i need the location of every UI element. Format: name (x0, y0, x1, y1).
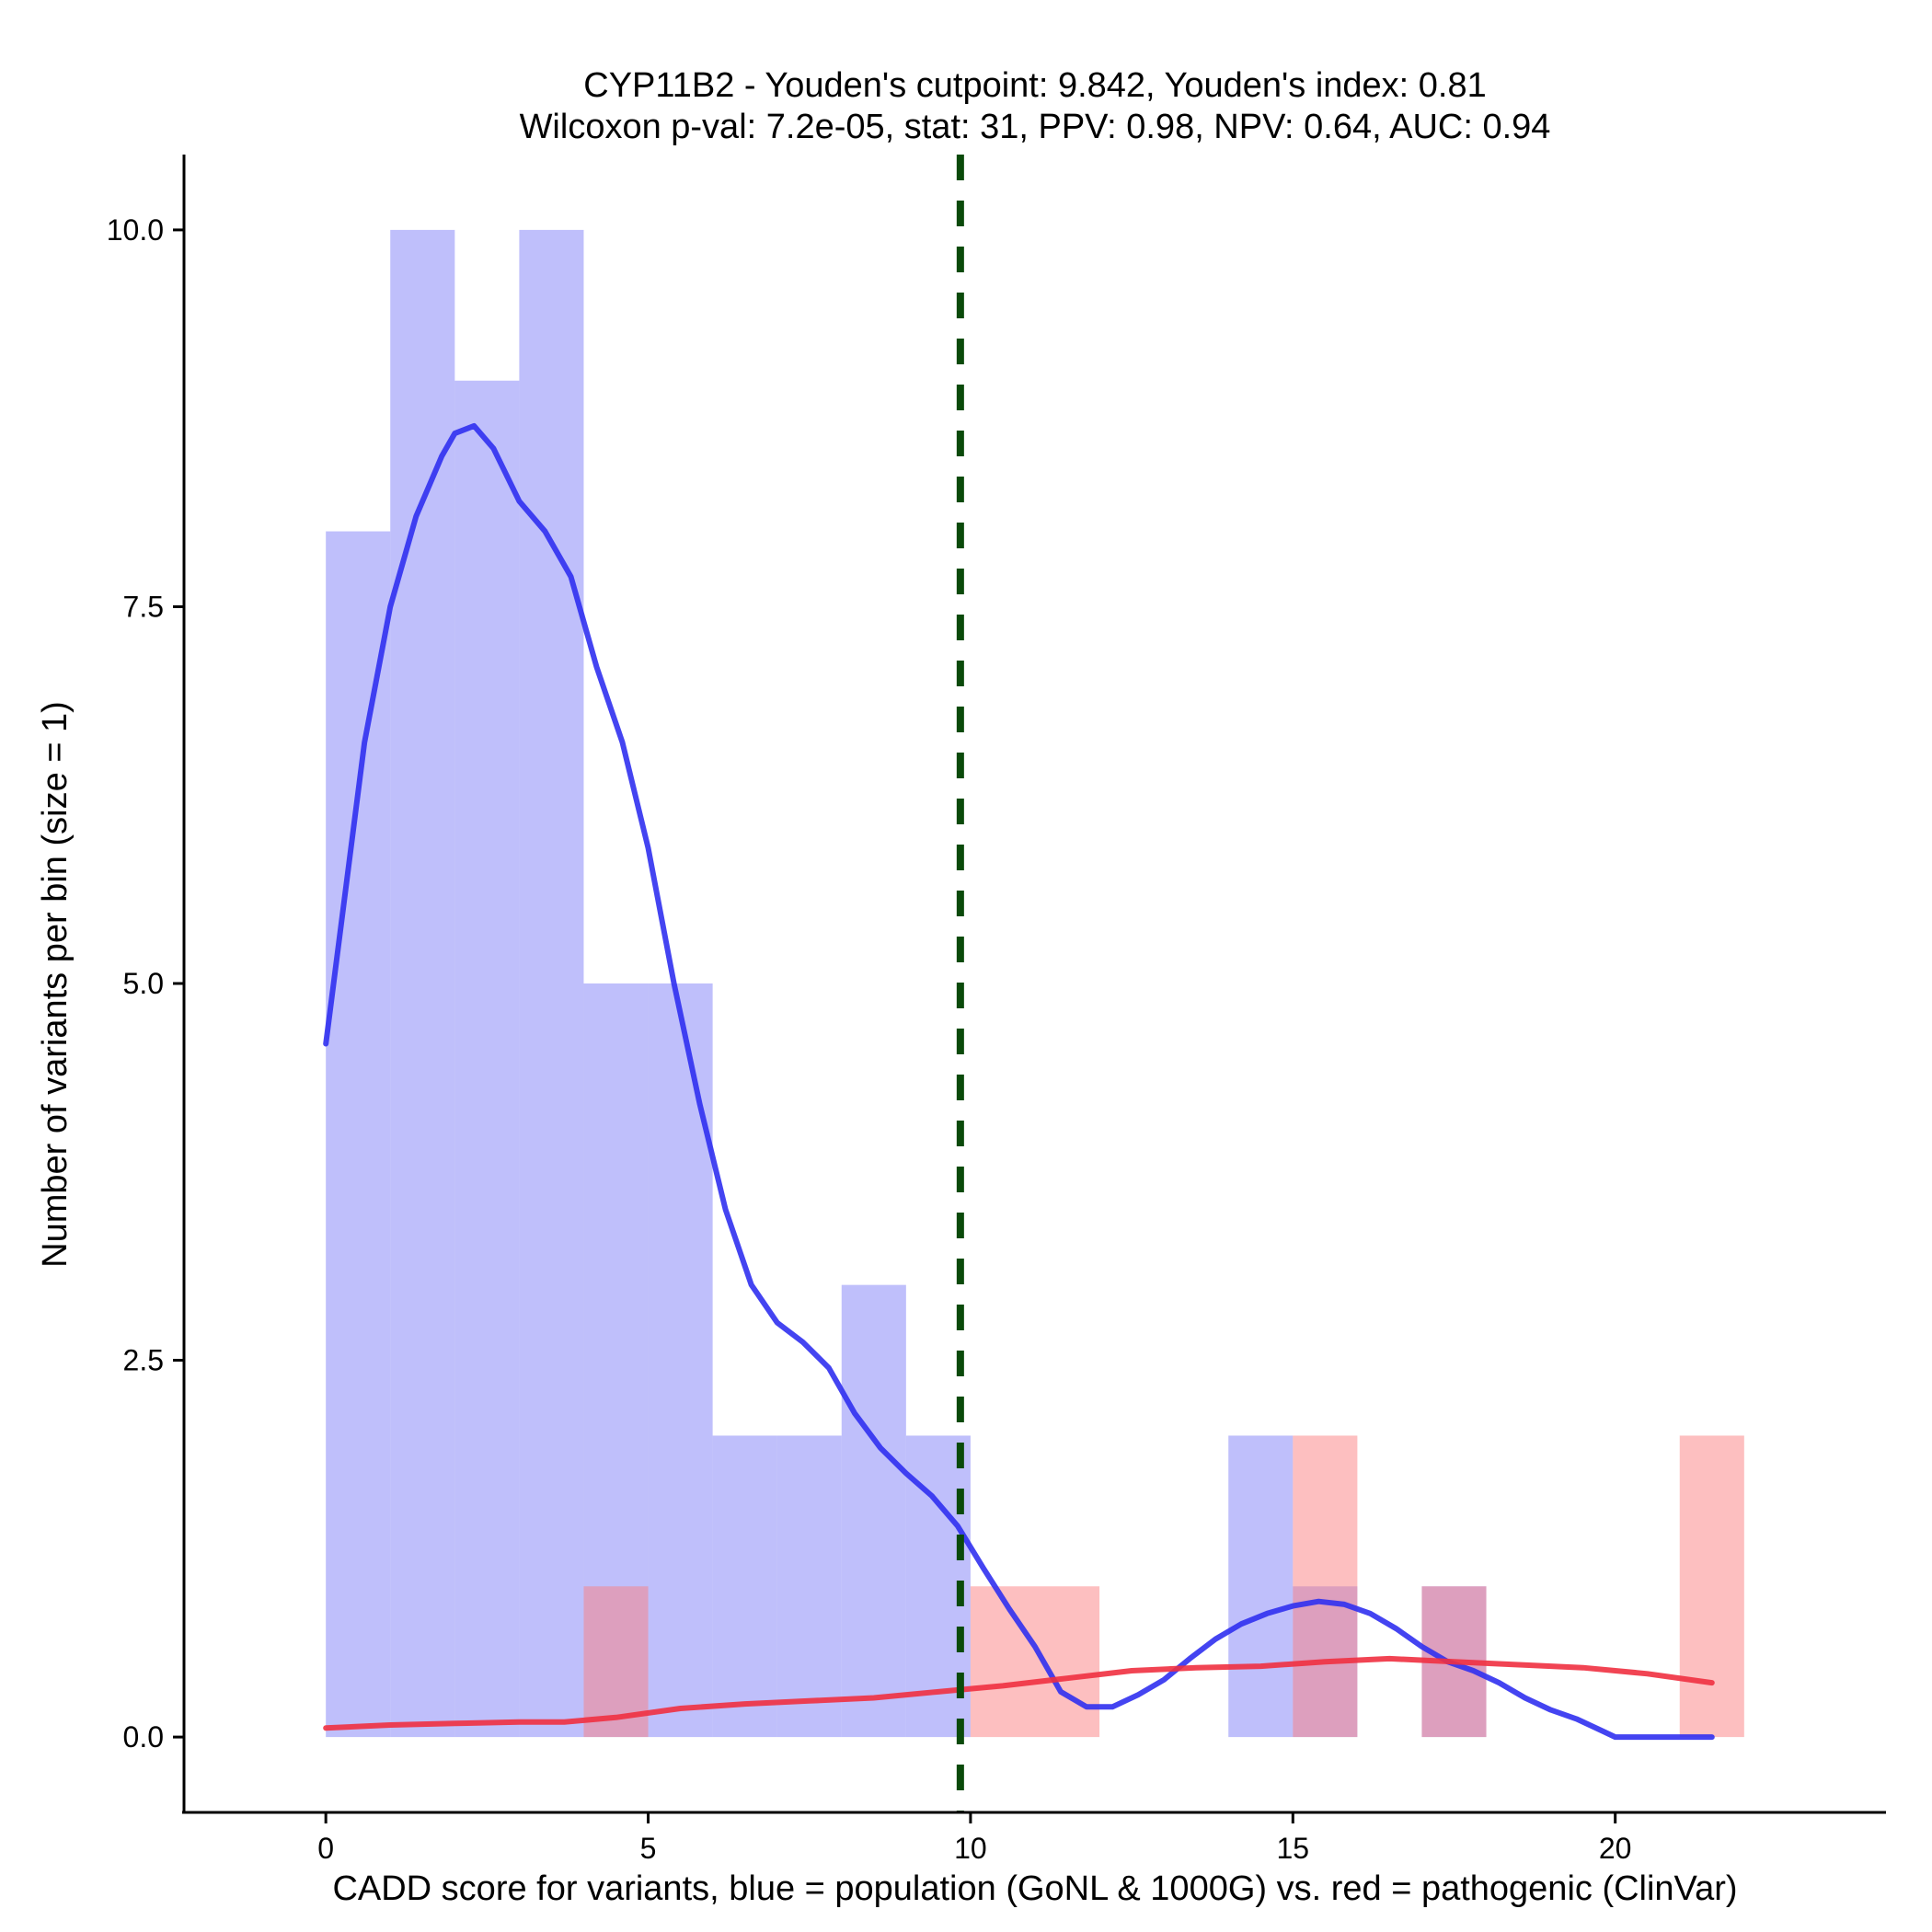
population-bar-14 (1228, 1435, 1294, 1738)
population-bar-2 (454, 380, 520, 1738)
y-tick-label-10: 10.0 (107, 213, 164, 247)
x-ticks: 0 5 10 15 20 (317, 1812, 1631, 1865)
population-bar-3 (519, 229, 584, 1738)
chart-title-line1: CYP11B2 - Youden's cutpoint: 9.842, Youd… (583, 66, 1486, 105)
population-bar-1 (390, 229, 455, 1738)
density-curves (323, 422, 1715, 1741)
x-tick-label-5: 5 (640, 1832, 657, 1865)
histogram-bars (326, 229, 1744, 1738)
y-tick-label-7.5: 7.5 (123, 590, 164, 623)
y-axis-label: Number of variants per bin (size = 1) (36, 701, 75, 1268)
x-tick-label-0: 0 (317, 1832, 334, 1865)
x-axis-label: CADD score for variants, blue = populati… (332, 1869, 1737, 1908)
pathogenic-density-curve (323, 1655, 1715, 1731)
y-ticks: 0.0 2.5 5.0 7.5 10.0 (107, 213, 184, 1754)
y-tick-label-0: 0.0 (123, 1720, 164, 1754)
pathogenic-bar-21 (1679, 1435, 1744, 1738)
population-bar-6 (712, 1435, 777, 1738)
pathogenic-bar-10 (970, 1586, 1035, 1738)
population-bar-7 (776, 1435, 842, 1738)
population-bar-0 (326, 531, 391, 1738)
chart-title-line2: Wilcoxon p-val: 7.2e-05, stat: 31, PPV: … (520, 108, 1551, 146)
population-bar-5 (648, 983, 713, 1738)
population-density-curve (323, 422, 1715, 1741)
pathogenic-bar-15 (1293, 1435, 1358, 1738)
x-tick-label-20: 20 (1599, 1832, 1632, 1865)
population-bar-8 (841, 1284, 906, 1738)
y-tick-label-2.5: 2.5 (123, 1344, 164, 1377)
x-tick-label-10: 10 (954, 1832, 987, 1865)
y-tick-label-5: 5.0 (123, 967, 164, 1000)
x-tick-label-15: 15 (1277, 1832, 1310, 1865)
